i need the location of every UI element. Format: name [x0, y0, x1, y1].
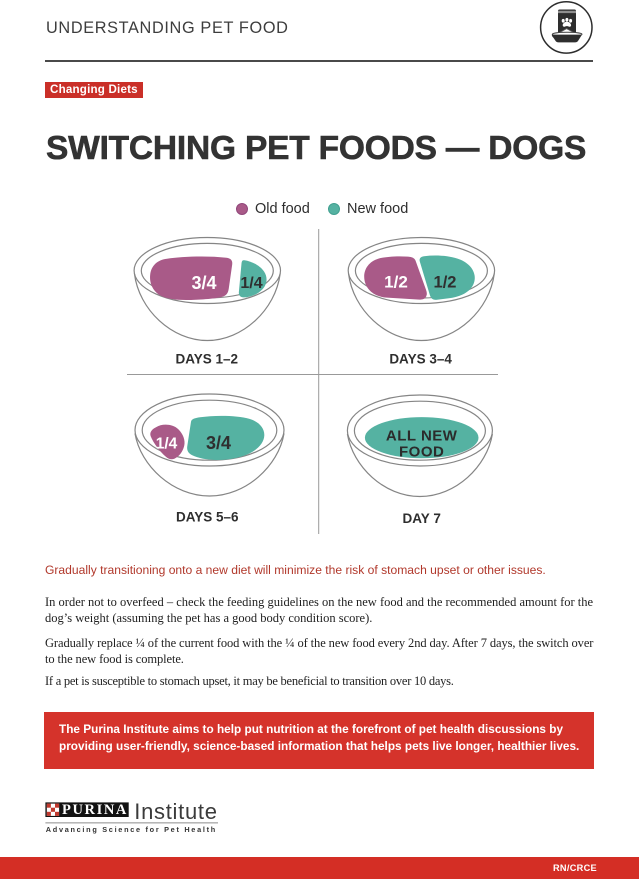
- svg-text:Advancing Science for Pet Heal: Advancing Science for Pet Health: [46, 825, 217, 834]
- svg-text:DAYS 1–2: DAYS 1–2: [176, 352, 239, 367]
- svg-text:FOOD: FOOD: [399, 443, 444, 460]
- svg-text:DAYS 3–4: DAYS 3–4: [389, 352, 452, 367]
- svg-text:1/4: 1/4: [156, 436, 178, 453]
- svg-text:Institute: Institute: [134, 799, 217, 824]
- svg-text:1/2: 1/2: [384, 273, 408, 292]
- svg-text:ALL NEW: ALL NEW: [386, 428, 458, 445]
- svg-text:DAY 7: DAY 7: [403, 511, 441, 526]
- svg-text:PURINA: PURINA: [62, 802, 128, 818]
- svg-text:DAYS 5–6: DAYS 5–6: [176, 510, 239, 525]
- svg-text:1/2: 1/2: [434, 274, 457, 292]
- svg-text:1/4: 1/4: [240, 275, 262, 292]
- svg-text:3/4: 3/4: [191, 273, 216, 293]
- svg-text:3/4: 3/4: [206, 433, 231, 453]
